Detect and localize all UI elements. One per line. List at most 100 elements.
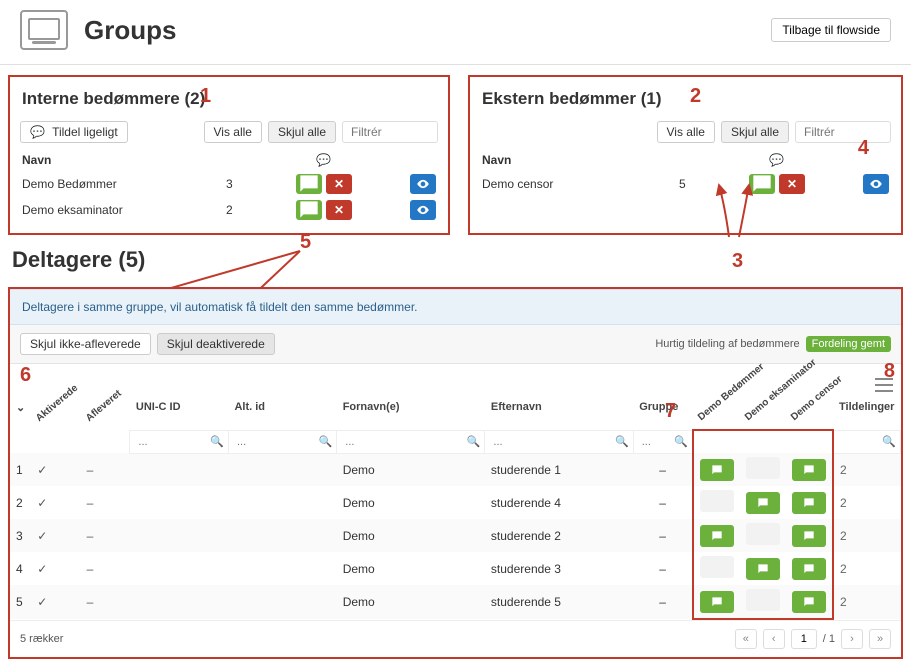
firstname-cell: Demo [337, 552, 485, 585]
assign-cell[interactable] [746, 589, 780, 611]
pager-page-input[interactable] [791, 629, 817, 649]
pager-first-icon[interactable]: « [735, 629, 757, 649]
assign-cell[interactable] [746, 457, 780, 479]
activated-cell: ✓ [31, 453, 80, 486]
view-icon[interactable] [410, 174, 436, 194]
pager-next-icon[interactable]: › [841, 629, 863, 649]
assessor-row: Demo eksaminator 2 ✕ [20, 197, 438, 223]
row-number: 2 [10, 486, 31, 519]
assessor-row: Demo censor 5 ✕ [480, 171, 891, 197]
group-cell: – [633, 552, 693, 585]
assign-count: 2 [833, 519, 900, 552]
callout-marker-5: 5 [300, 231, 311, 254]
filter-unic[interactable] [136, 435, 222, 449]
remove-assessor-icon[interactable]: ✕ [779, 174, 805, 194]
search-icon: 🔍 [615, 435, 629, 448]
page-header: Groups Tilbage til flowside [0, 0, 911, 65]
col-altid: Alt. id [228, 384, 336, 430]
table-row: 4✓–Demostuderende 3–2 [10, 552, 901, 585]
group-cell: – [633, 585, 693, 619]
filter-altid[interactable] [235, 435, 330, 449]
assign-feedback-icon[interactable] [296, 200, 322, 220]
assessor-count: 5 [679, 177, 749, 191]
internal-filter-input[interactable] [342, 121, 438, 143]
participants-panel: Deltagere i samme gruppe, vil automatisk… [8, 287, 903, 659]
assign-evenly-button[interactable]: 💬 Tildel ligeligt [20, 121, 128, 143]
assign-count: 2 [833, 552, 900, 585]
table-row: 1✓–Demostuderende 1–2 [10, 453, 901, 486]
lastname-cell: studerende 5 [485, 585, 633, 619]
external-filter-input[interactable] [795, 121, 891, 143]
expand-all-icon[interactable]: ⌄ [16, 402, 25, 414]
activated-cell: ✓ [31, 585, 80, 619]
row-number: 4 [10, 552, 31, 585]
internal-assessors-panel: 1 Interne bedømmere (2) 💬 Tildel ligelig… [8, 75, 450, 235]
speech-icon: 💬 [316, 153, 436, 167]
search-icon: 🔍 [210, 435, 224, 448]
remove-assessor-icon[interactable]: ✕ [326, 174, 352, 194]
filter-last[interactable] [491, 435, 626, 449]
hide-deactivated-button[interactable]: Skjul deaktiverede [157, 333, 275, 355]
lastname-cell: studerende 1 [485, 453, 633, 486]
row-number: 3 [10, 519, 31, 552]
search-icon: 🔍 [882, 435, 896, 448]
row-count-label: 5 rækker [20, 633, 63, 645]
pager: « ‹ / 1 › » [735, 629, 891, 649]
assign-cell[interactable] [746, 523, 780, 545]
hide-unsubmitted-button[interactable]: Skjul ikke-afleverede [20, 333, 151, 355]
assessor-name: Demo censor [482, 177, 679, 191]
assign-cell[interactable] [792, 591, 826, 613]
submitted-cell: – [81, 519, 130, 552]
assessor-name: Demo eksaminator [22, 203, 226, 217]
pager-last-icon[interactable]: » [869, 629, 891, 649]
search-icon: 🔍 [674, 435, 688, 448]
assign-cell[interactable] [792, 525, 826, 547]
info-message: Deltagere i samme gruppe, vil automatisk… [10, 289, 901, 325]
internal-title: Interne bedømmere (2) [22, 89, 438, 109]
submitted-cell: – [81, 552, 130, 585]
remove-assessor-icon[interactable]: ✕ [326, 200, 352, 220]
filter-first[interactable] [343, 435, 478, 449]
col-name-header: Navn [482, 153, 769, 167]
assign-cell[interactable] [700, 525, 734, 547]
col-unic: UNI-C ID [130, 384, 229, 430]
col-lastname: Efternavn [485, 384, 633, 430]
saved-badge: Fordeling gemt [806, 336, 891, 352]
participants-title: Deltagere (5) [12, 247, 145, 273]
assign-cell[interactable] [700, 490, 734, 512]
assessor-count: 3 [226, 177, 296, 191]
firstname-cell: Demo [337, 585, 485, 619]
page-title: Groups [84, 15, 176, 46]
col-group: Gruppe [633, 384, 693, 430]
assign-cell[interactable] [792, 492, 826, 514]
assign-cell[interactable] [792, 459, 826, 481]
assign-cell[interactable] [746, 558, 780, 580]
hide-all-button[interactable]: Skjul alle [268, 121, 336, 143]
lastname-cell: studerende 4 [485, 486, 633, 519]
view-icon[interactable] [410, 200, 436, 220]
assign-cell[interactable] [700, 459, 734, 481]
hide-all-button[interactable]: Skjul alle [721, 121, 789, 143]
assign-feedback-icon[interactable] [296, 174, 322, 194]
assign-cell[interactable] [700, 591, 734, 613]
pager-prev-icon[interactable]: ‹ [763, 629, 785, 649]
assign-cell[interactable] [746, 492, 780, 514]
lastname-cell: studerende 2 [485, 519, 633, 552]
col-submitted: Afleveret [84, 388, 124, 424]
row-number: 5 [10, 585, 31, 619]
show-all-button[interactable]: Vis alle [204, 121, 262, 143]
speech-icon: 💬 [30, 125, 45, 139]
back-to-flow-button[interactable]: Tilbage til flowside [771, 18, 891, 42]
assign-cell[interactable] [792, 558, 826, 580]
view-icon[interactable] [863, 174, 889, 194]
show-all-button[interactable]: Vis alle [657, 121, 715, 143]
assign-count: 2 [833, 585, 900, 619]
table-row: 5✓–Demostuderende 5–2 [10, 585, 901, 619]
participants-table: ⌄ Aktiverede Afleveret UNI-C ID Alt. id … [10, 384, 901, 620]
assign-feedback-icon[interactable] [749, 174, 775, 194]
assign-cell[interactable] [700, 556, 734, 578]
assign-count: 2 [833, 453, 900, 486]
search-icon: 🔍 [467, 435, 481, 448]
firstname-cell: Demo [337, 486, 485, 519]
quick-assign-link[interactable]: Hurtig tildeling af bedømmere [655, 338, 799, 350]
